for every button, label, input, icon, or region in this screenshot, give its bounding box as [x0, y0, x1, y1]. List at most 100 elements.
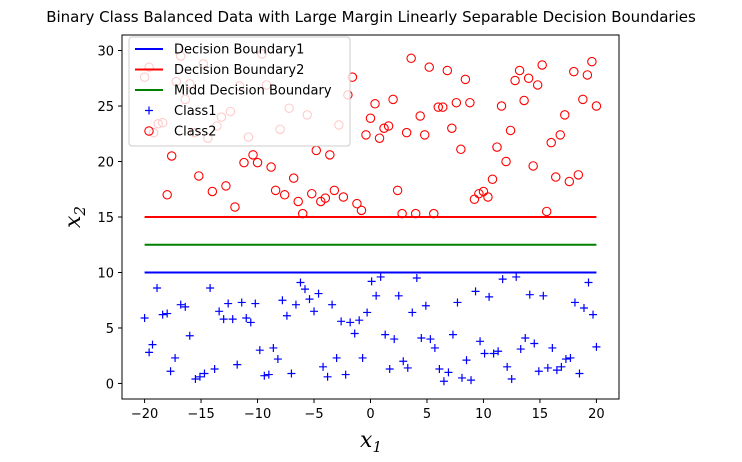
x-tick-label: −15 [187, 407, 214, 422]
class1-point [166, 367, 175, 376]
class1-point [512, 272, 521, 281]
class1-point [534, 367, 543, 376]
y-axis-label-sub: 2 [71, 206, 89, 217]
class2-point [573, 170, 584, 180]
class2-point [465, 97, 475, 108]
legend-label: Decision Boundary1 [174, 43, 304, 58]
x-tick-label: 15 [532, 407, 549, 422]
class2-point [564, 176, 575, 187]
class2-point [474, 188, 484, 199]
class1-point [592, 342, 601, 351]
class1-point [367, 277, 376, 286]
class2-point [501, 156, 511, 167]
class1-point [314, 289, 323, 298]
class1-point [163, 309, 172, 318]
legend-circle-swatch [144, 126, 154, 136]
class2-point [379, 123, 389, 133]
class1-point [390, 335, 399, 344]
class1-point [584, 278, 593, 287]
class2-point [424, 62, 434, 72]
class1-point [219, 315, 228, 324]
class1-point [237, 298, 246, 307]
class2-point [532, 80, 543, 90]
class2-point [392, 185, 403, 196]
class1-point [561, 355, 570, 364]
y-tick-label: 5 [106, 322, 114, 337]
class2-point [429, 208, 439, 219]
decision-boundaries [144, 216, 597, 274]
legend-label: Midd Decision Boundary [174, 84, 332, 99]
class1-point [372, 291, 381, 300]
class1-point [300, 285, 309, 294]
class2-point [433, 102, 444, 112]
class1-point [439, 377, 448, 386]
class2-point [442, 65, 453, 76]
class2-point [415, 111, 425, 121]
class1-point [191, 375, 200, 384]
class2-point [207, 186, 218, 197]
class1-point [471, 287, 480, 296]
class2-point [401, 127, 412, 138]
class2-point [266, 162, 276, 172]
class2-point [194, 171, 204, 181]
class2-point [523, 73, 534, 84]
class1-point [278, 296, 287, 305]
class1-point [269, 343, 278, 352]
class1-point [282, 311, 291, 320]
class2-point [230, 202, 240, 212]
class1-point [287, 369, 296, 378]
class1-point [185, 331, 194, 340]
class1-point [346, 318, 355, 327]
class1-point [444, 368, 453, 377]
class1-point [399, 357, 408, 366]
class2-point [307, 188, 317, 199]
class2-point [550, 172, 561, 182]
class1-point [579, 304, 588, 312]
class1-point [341, 370, 350, 379]
class1-point [552, 366, 561, 375]
legend-label: Class2 [174, 125, 216, 140]
class2-point [370, 99, 380, 109]
class1-point [246, 318, 255, 327]
class1-point [476, 337, 485, 346]
x-tick-label: −5 [304, 407, 323, 422]
class1-point [305, 295, 314, 304]
class1-point [296, 278, 305, 287]
y-axis-label-group: x2 [61, 206, 89, 228]
class1-point [489, 349, 498, 358]
y-tick-label: 15 [97, 211, 114, 226]
class2-point [560, 110, 570, 120]
legend-label: Decision Boundary2 [174, 63, 304, 78]
class2-point [248, 150, 258, 160]
class2-point [541, 206, 552, 217]
class1-point [543, 363, 552, 372]
chart-title: Binary Class Balanced Data with Large Ma… [46, 8, 696, 26]
class1-point [242, 313, 251, 322]
class2-point [587, 56, 597, 67]
class2-point [569, 66, 579, 77]
class2-point [361, 130, 371, 140]
class2-point [578, 94, 588, 105]
class2-point [410, 208, 421, 219]
class1-point [485, 292, 494, 301]
y-tick-label: 25 [97, 100, 114, 115]
x-tick-label: 5 [423, 407, 431, 422]
class2-point [460, 74, 471, 85]
class1-point [480, 349, 489, 358]
class1-point [260, 371, 269, 380]
class1-point [319, 362, 328, 371]
class1-point [206, 284, 215, 293]
y-axis-ticks: 0 5 10 15 20 25 30 [97, 45, 122, 392]
class1-point [507, 375, 516, 384]
class1-point [385, 365, 394, 374]
class1-point [516, 345, 525, 354]
class2-point [329, 185, 340, 196]
y-tick-label: 10 [97, 266, 114, 281]
class2-point [279, 190, 290, 200]
class2-point [297, 208, 308, 219]
class2-point [293, 196, 303, 207]
class2-point [505, 125, 516, 136]
class2-point [325, 150, 335, 160]
class1-point [355, 316, 364, 325]
x-axis-label-main: x [360, 428, 373, 453]
